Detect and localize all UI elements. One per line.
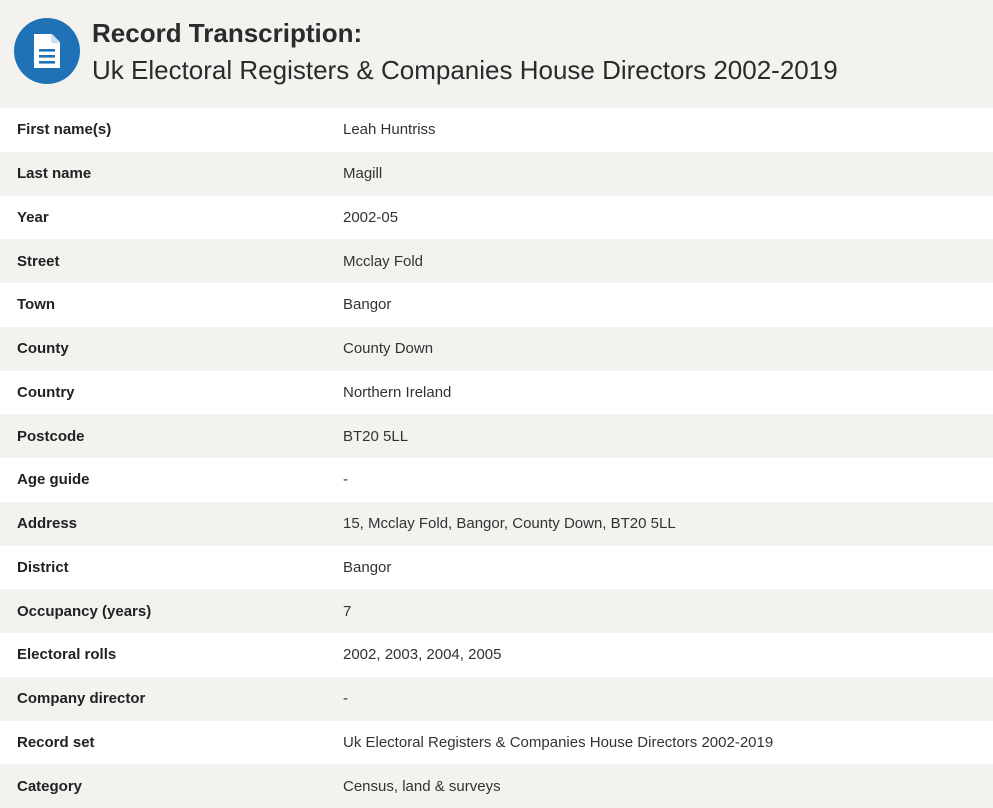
field-value: 2002, 2003, 2004, 2005: [343, 646, 502, 664]
table-row: Year 2002-05: [0, 195, 993, 240]
field-label: Occupancy (years): [17, 602, 152, 620]
field-value: County Down: [343, 340, 434, 358]
page-title: Record Transcription:: [92, 18, 363, 48]
table-row: Category Census, land & surveys: [0, 764, 993, 808]
field-label: Last name: [17, 165, 92, 183]
field-value: Bangor: [343, 558, 392, 576]
table-row: Electoral rolls 2002, 2003, 2004, 2005: [0, 633, 993, 677]
field-label: Electoral rolls: [17, 646, 117, 664]
table-row: Record set Uk Electoral Registers & Comp…: [0, 720, 993, 765]
field-label: Town: [17, 296, 56, 314]
page-subtitle: Uk Electoral Registers & Companies House…: [92, 55, 838, 85]
field-label: District: [17, 558, 69, 576]
field-label: Address: [17, 515, 78, 533]
field-label: First name(s): [17, 121, 112, 139]
field-label: Category: [17, 777, 83, 795]
field-label: Age guide: [17, 471, 90, 489]
field-value: -: [343, 471, 348, 489]
field-label: Record set: [17, 733, 95, 751]
table-row: County County Down: [0, 326, 993, 371]
table-row: Town Bangor: [0, 283, 993, 327]
table-row: Occupancy (years) 7: [0, 589, 993, 633]
field-label: County: [17, 340, 69, 358]
field-value: 15, Mcclay Fold, Bangor, County Down, BT…: [343, 515, 676, 533]
field-value: Northern Ireland: [343, 383, 452, 401]
field-value: BT20 5LL: [343, 427, 409, 445]
field-value: 7: [343, 602, 352, 620]
table-row: District Bangor: [0, 545, 993, 590]
table-row: Company director -: [0, 676, 993, 721]
table-row: Postcode BT20 5LL: [0, 414, 993, 458]
field-label: Year: [17, 208, 49, 226]
field-value: 2002-05: [343, 208, 399, 226]
document-icon: [14, 18, 80, 84]
field-label: Street: [17, 252, 60, 270]
table-row: Country Northern Ireland: [0, 370, 993, 415]
field-value: Uk Electoral Registers & Companies House…: [343, 733, 774, 751]
field-label: Company director: [17, 690, 146, 708]
record-table: First name(s) Leah Huntriss Last name Ma…: [0, 108, 993, 808]
table-row: Last name Magill: [0, 151, 993, 196]
table-row: Street Mcclay Fold: [0, 239, 993, 283]
field-value: Bangor: [343, 296, 392, 314]
table-row: First name(s) Leah Huntriss: [0, 108, 993, 152]
field-value: Leah Huntriss: [343, 121, 436, 139]
table-row: Address 15, Mcclay Fold, Bangor, County …: [0, 501, 993, 546]
field-value: -: [343, 690, 348, 708]
field-label: Postcode: [17, 427, 85, 445]
field-value: Mcclay Fold: [343, 252, 424, 270]
page-header: Record Transcription: Uk Electoral Regis…: [0, 0, 993, 108]
table-row: Age guide -: [0, 458, 993, 502]
field-label: Country: [17, 383, 75, 401]
field-value: Census, land & surveys: [343, 777, 501, 795]
field-value: Magill: [343, 165, 383, 183]
